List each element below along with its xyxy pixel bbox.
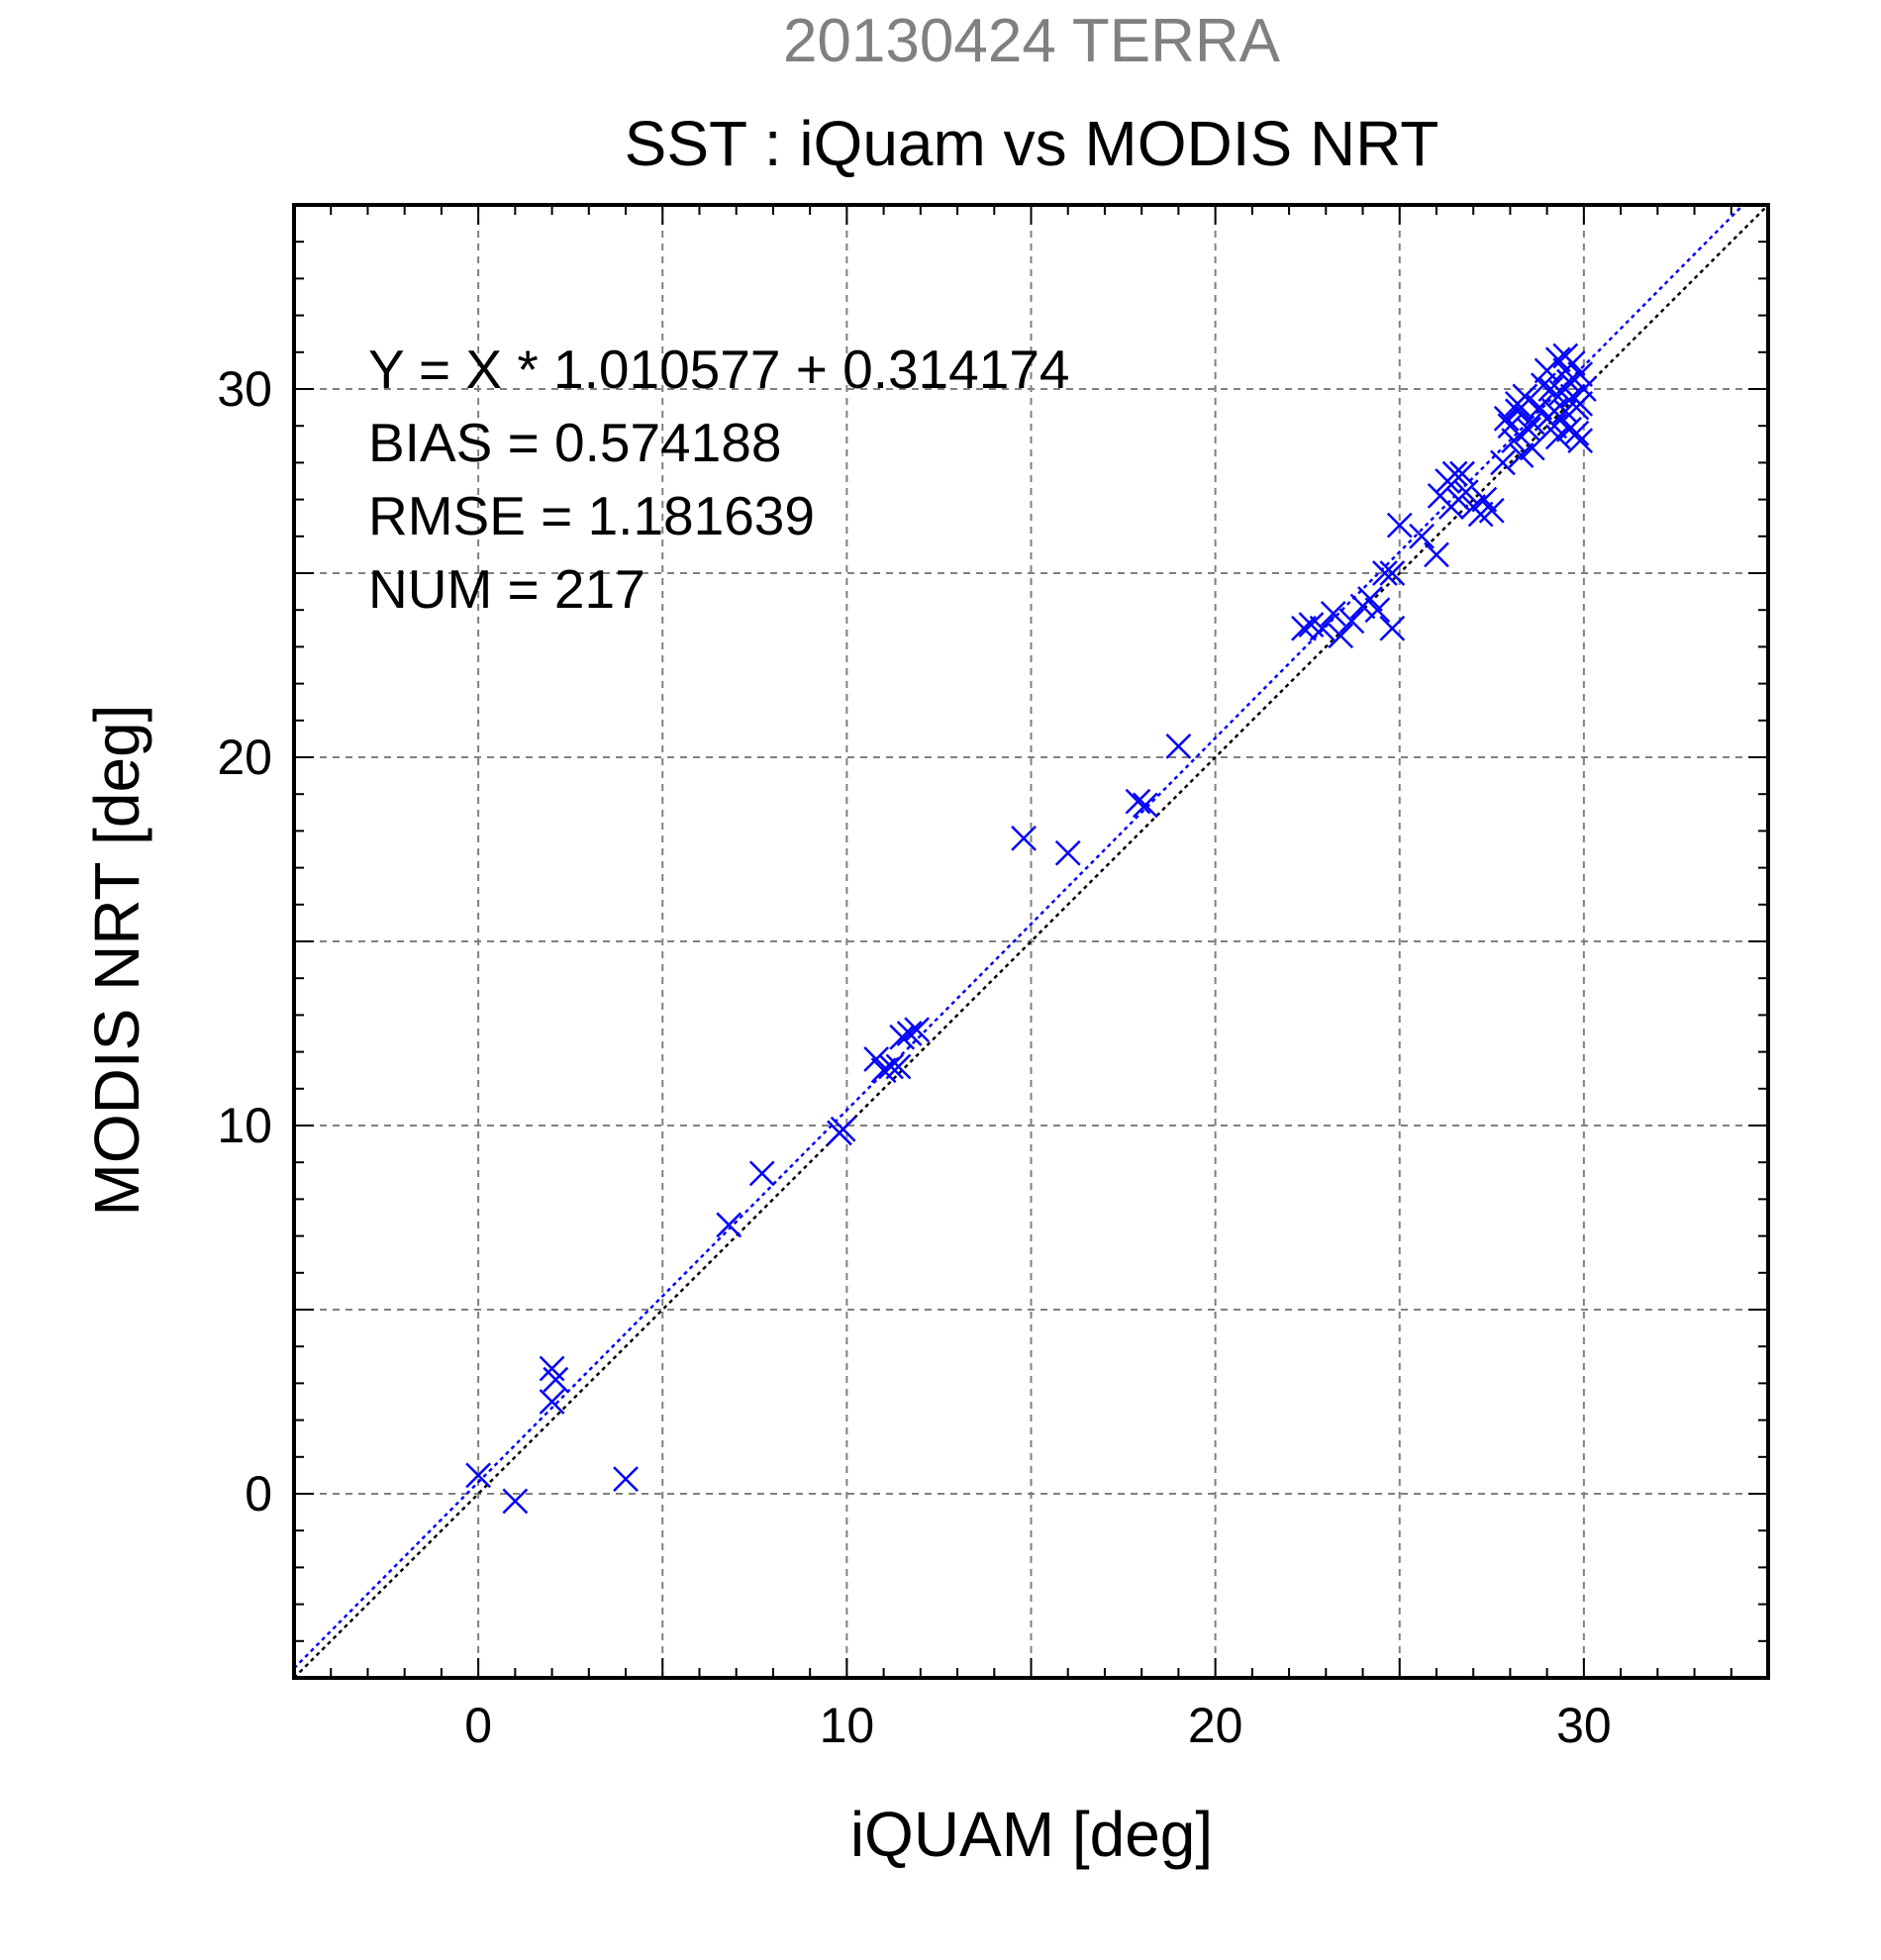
data-point — [889, 1024, 916, 1050]
data-point — [1364, 597, 1391, 624]
data-point — [1567, 428, 1594, 453]
data-point — [539, 1389, 565, 1415]
data-point — [1371, 560, 1398, 586]
data-point — [1133, 792, 1158, 819]
data-point — [1563, 420, 1590, 446]
axes — [292, 203, 1770, 1680]
data-point — [465, 1462, 492, 1489]
data-point — [1357, 586, 1383, 612]
data-point — [1559, 350, 1586, 376]
data-point — [870, 1057, 897, 1084]
stats-line: Y = X * 1.010577 + 0.314174 — [368, 339, 1070, 400]
stats-annotation: Y = X * 1.010577 + 0.314174 BIAS = 0.5741… — [368, 339, 1070, 620]
y-tick-label: 30 — [217, 361, 272, 417]
data-point — [1165, 733, 1192, 759]
y-axis-label: MODIS NRT [deg] — [81, 705, 152, 1217]
data-points — [465, 343, 1597, 1515]
chart-title: SST : iQuam vs MODIS NRT — [625, 108, 1439, 179]
data-point — [1531, 372, 1556, 399]
y-tick-label: 10 — [217, 1098, 272, 1153]
tick-labels: 0 10 20 30 0 10 20 30 — [217, 361, 1611, 1753]
stats-line: RMSE = 1.181639 — [368, 485, 815, 546]
x-tick-label: 10 — [820, 1698, 875, 1753]
y-tick-label: 20 — [217, 730, 272, 785]
y-tick-label: 0 — [245, 1466, 272, 1521]
data-point — [1527, 394, 1553, 421]
data-point — [1493, 405, 1520, 432]
data-point — [1570, 376, 1597, 402]
data-point — [1504, 398, 1531, 425]
data-point — [748, 1160, 775, 1187]
x-tick-label: 0 — [464, 1698, 492, 1753]
grid-lines — [294, 205, 1768, 1678]
data-point — [878, 1053, 904, 1080]
data-point — [830, 1116, 856, 1142]
data-point — [1320, 601, 1346, 627]
data-point — [1452, 479, 1479, 506]
data-point — [716, 1212, 742, 1238]
data-point — [1567, 361, 1594, 388]
data-point — [1478, 497, 1505, 524]
data-point — [1054, 839, 1081, 866]
chart-date-label: 20130424 TERRA — [783, 7, 1281, 75]
x-tick-label: 30 — [1556, 1698, 1612, 1753]
data-point — [896, 1021, 923, 1046]
data-point — [543, 1366, 569, 1393]
x-axis-label: iQUAM [deg] — [850, 1799, 1213, 1870]
regression-line — [294, 205, 1745, 1670]
data-point — [863, 1046, 890, 1072]
data-point — [1441, 460, 1468, 487]
data-point — [1379, 615, 1406, 641]
data-point — [1519, 435, 1545, 461]
data-point — [1508, 442, 1534, 468]
data-point — [1011, 825, 1037, 851]
data-point — [1409, 523, 1435, 549]
data-point — [1541, 398, 1567, 425]
data-point — [1567, 390, 1594, 417]
data-point — [1338, 608, 1365, 635]
data-point — [1291, 615, 1317, 641]
data-point — [1512, 383, 1538, 410]
data-point — [1125, 788, 1151, 815]
data-point — [1386, 512, 1413, 539]
stats-line: NUM = 217 — [368, 558, 645, 620]
data-point — [613, 1466, 639, 1493]
x-tick-label: 20 — [1188, 1698, 1243, 1753]
data-point — [1490, 449, 1516, 476]
data-point — [1309, 615, 1336, 641]
stats-line: BIAS = 0.574188 — [368, 412, 781, 473]
data-point — [885, 1053, 912, 1080]
data-point — [1471, 486, 1498, 513]
data-point — [1328, 623, 1354, 649]
data-point — [904, 1017, 930, 1043]
data-point — [1379, 560, 1406, 586]
data-point — [1519, 409, 1545, 436]
data-point — [1424, 541, 1449, 568]
data-point — [502, 1488, 529, 1515]
data-point — [1544, 346, 1571, 373]
